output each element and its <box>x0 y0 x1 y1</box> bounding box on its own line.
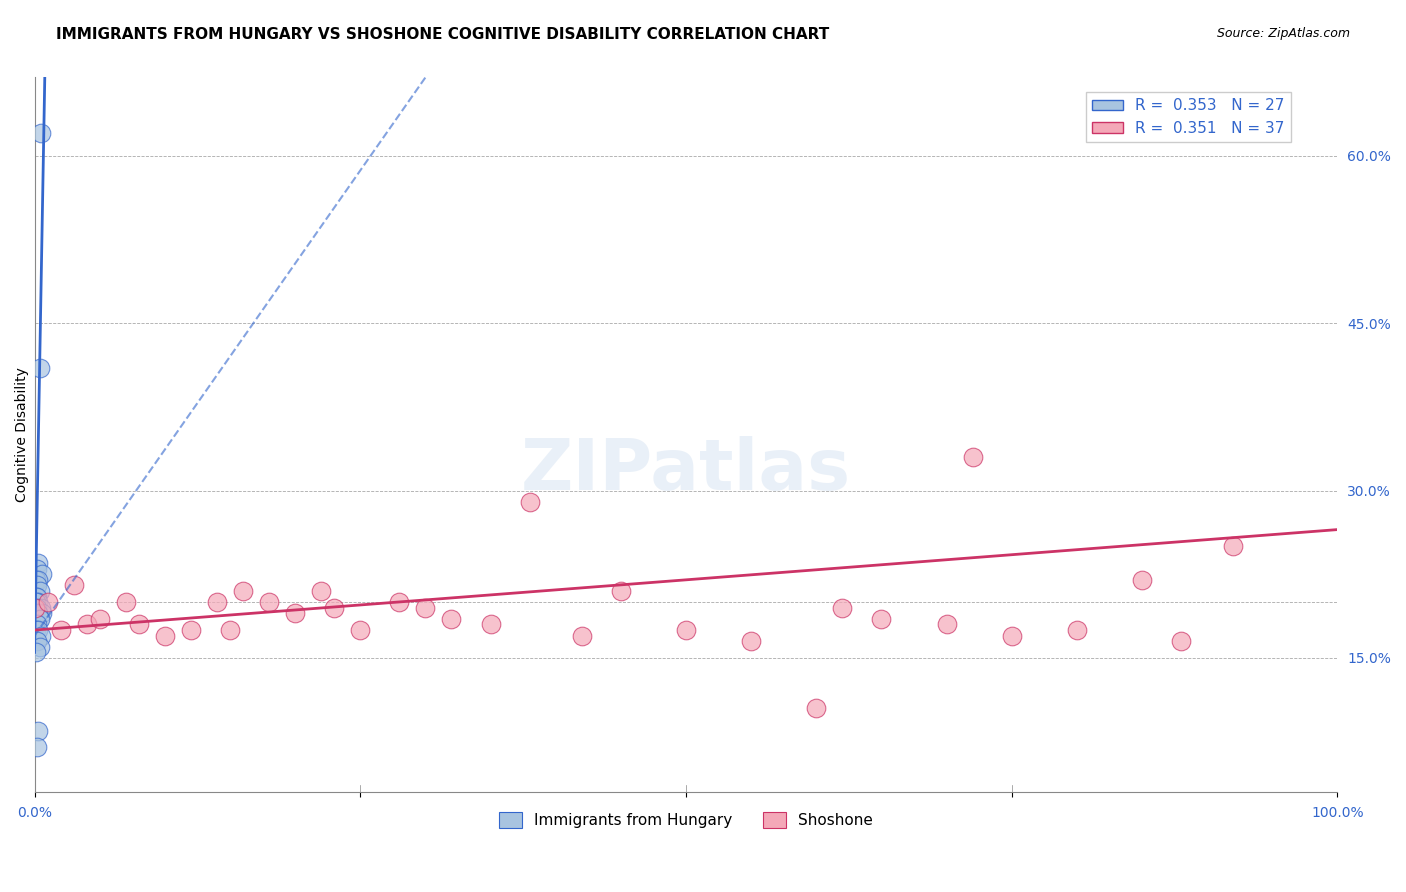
Point <box>28 612 51 626</box>
Point <box>440 612 463 626</box>
Point <box>610 584 633 599</box>
Point <box>28 584 51 599</box>
Point <box>519 494 541 508</box>
Point <box>1170 634 1192 648</box>
Point <box>30 126 52 140</box>
Point <box>25 590 48 604</box>
Text: Source: ZipAtlas.com: Source: ZipAtlas.com <box>1216 27 1350 40</box>
Point <box>205 595 228 609</box>
Legend: Immigrants from Hungary, Shoshone: Immigrants from Hungary, Shoshone <box>494 806 879 834</box>
Point <box>27 723 49 738</box>
Point <box>25 562 48 576</box>
Point <box>128 617 150 632</box>
Point <box>27 556 49 570</box>
Point <box>479 617 502 632</box>
Point <box>675 623 697 637</box>
Point <box>25 590 48 604</box>
Point <box>232 584 254 599</box>
Point <box>831 600 853 615</box>
Point <box>114 595 136 609</box>
Point <box>28 640 51 654</box>
Point <box>257 595 280 609</box>
Point <box>27 595 49 609</box>
Point <box>28 360 51 375</box>
Point <box>180 623 202 637</box>
Point <box>1222 539 1244 553</box>
Point <box>27 573 49 587</box>
Point <box>25 617 48 632</box>
Point <box>25 645 48 659</box>
Text: 100.0%: 100.0% <box>1310 806 1364 821</box>
Point <box>25 600 48 615</box>
Point <box>309 584 332 599</box>
Point <box>25 634 48 648</box>
Point <box>25 573 48 587</box>
Point <box>349 623 371 637</box>
Point <box>37 595 59 609</box>
Point <box>31 567 53 582</box>
Point <box>1001 629 1024 643</box>
Text: IMMIGRANTS FROM HUNGARY VS SHOSHONE COGNITIVE DISABILITY CORRELATION CHART: IMMIGRANTS FROM HUNGARY VS SHOSHONE COGN… <box>56 27 830 42</box>
Point <box>571 629 593 643</box>
Point <box>415 600 437 615</box>
Point <box>31 607 53 621</box>
Point <box>24 600 46 615</box>
Point <box>870 612 893 626</box>
Point <box>30 600 52 615</box>
Text: ZIPatlas: ZIPatlas <box>520 436 851 505</box>
Point <box>323 600 346 615</box>
Point <box>30 629 52 643</box>
Point <box>89 612 111 626</box>
Point <box>76 617 98 632</box>
Point <box>25 578 48 592</box>
Point <box>1066 623 1088 637</box>
Y-axis label: Cognitive Disability: Cognitive Disability <box>15 368 30 502</box>
Point <box>388 595 411 609</box>
Point <box>219 623 242 637</box>
Point <box>1130 573 1153 587</box>
Point <box>27 607 49 621</box>
Point <box>62 578 84 592</box>
Point <box>153 629 176 643</box>
Text: 0.0%: 0.0% <box>17 806 52 821</box>
Point <box>25 595 48 609</box>
Point <box>25 740 48 755</box>
Point <box>935 617 957 632</box>
Point <box>962 450 984 464</box>
Point <box>27 623 49 637</box>
Point <box>25 623 48 637</box>
Point <box>284 607 307 621</box>
Point <box>49 623 72 637</box>
Point <box>740 634 762 648</box>
Point <box>806 701 828 715</box>
